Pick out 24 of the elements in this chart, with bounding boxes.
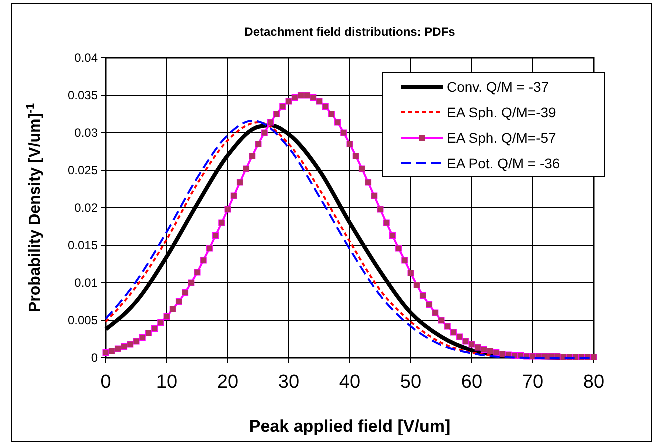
x-axis-title: Peak applied field [V/um] bbox=[249, 417, 451, 436]
x-tick-label: 60 bbox=[461, 372, 483, 393]
x-tick-label: 10 bbox=[156, 372, 178, 393]
y-tick-label: 0 bbox=[91, 351, 98, 365]
x-tick-label: 40 bbox=[339, 372, 361, 393]
y-tick-label: 0.01 bbox=[74, 276, 98, 290]
y-tick-label: 0.025 bbox=[68, 164, 98, 178]
legend-label: Conv. Q/M = -37 bbox=[447, 79, 550, 95]
legend-label: EA Sph. Q/M=-57 bbox=[447, 130, 557, 146]
x-tick-label: 20 bbox=[217, 372, 239, 393]
y-tick-label: 0.015 bbox=[68, 238, 98, 252]
chart-title: Detachment field distributions: PDFs bbox=[244, 25, 456, 39]
legend-label: EA Sph. Q/M=-39 bbox=[447, 104, 557, 120]
y-tick-label: 0.03 bbox=[74, 126, 98, 140]
x-tick-label: 70 bbox=[522, 372, 544, 393]
x-tick-label: 50 bbox=[400, 372, 422, 393]
legend-label: EA Pot. Q/M = -36 bbox=[447, 156, 560, 172]
x-tick-label: 80 bbox=[583, 372, 605, 393]
x-tick-label: 30 bbox=[278, 372, 300, 393]
y-tick-label: 0.035 bbox=[68, 88, 98, 102]
x-tick-label: 0 bbox=[100, 372, 112, 393]
y-tick-label: 0.02 bbox=[74, 201, 98, 215]
y-tick-label: 0.005 bbox=[68, 314, 98, 328]
y-tick-label: 0.04 bbox=[74, 51, 98, 65]
